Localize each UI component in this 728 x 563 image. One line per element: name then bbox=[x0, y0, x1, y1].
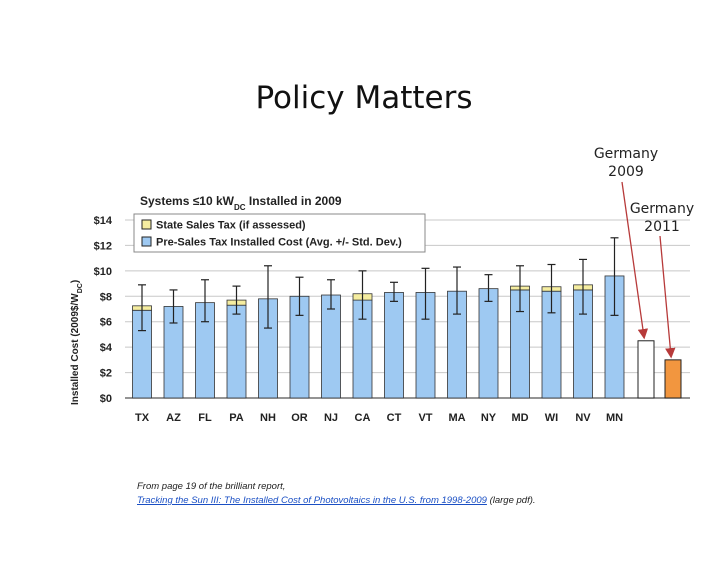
source-suffix: (large pdf). bbox=[486, 495, 536, 506]
legend-label-sales-tax: State Sales Tax (if assessed) bbox=[156, 220, 306, 232]
germany-2011-annotation: Germany 2011 bbox=[626, 200, 698, 236]
source-line: Tracking the Sun III: The Installed Cost… bbox=[137, 494, 536, 508]
chart-title-suffix: Installed in 2009 bbox=[246, 194, 342, 208]
arrow-germany-2009 bbox=[621, 181, 649, 340]
bar-germany-2009 bbox=[637, 340, 655, 399]
y-tick-labels: $0 $2 $4 $6 $8 $10 $12 $14 bbox=[94, 215, 113, 405]
y-tick-label: $10 bbox=[94, 266, 112, 278]
source-citation: From page 19 of the brilliant report, Tr… bbox=[137, 480, 536, 508]
x-tick-label: PA bbox=[229, 412, 244, 424]
x-tick-label: NY bbox=[481, 412, 497, 424]
x-tick-label: MD bbox=[511, 412, 528, 424]
x-tick-label: NV bbox=[575, 412, 591, 424]
arrow-germany-2011 bbox=[659, 235, 676, 359]
y-tick-label: $8 bbox=[100, 291, 112, 303]
legend-swatch-cost bbox=[141, 236, 152, 247]
y-tick-label: $12 bbox=[94, 240, 112, 252]
legend-swatch-tax bbox=[141, 219, 152, 230]
x-tick-label: NH bbox=[260, 412, 276, 424]
x-tick-label: CA bbox=[355, 412, 371, 424]
x-tick-label: MN bbox=[606, 412, 623, 424]
x-tick-label: WI bbox=[545, 412, 558, 424]
y-axis-label-suffix: ) bbox=[70, 280, 81, 283]
chart-title-subscript: DC bbox=[234, 203, 246, 212]
y-tick-label: $6 bbox=[100, 317, 112, 329]
germany-2009-annotation: Germany 2009 bbox=[590, 145, 662, 181]
source-prefix: From page 19 of the brilliant report, bbox=[137, 481, 286, 492]
bars-group bbox=[132, 237, 682, 399]
y-axis-label: Installed Cost (2009$/WDC) bbox=[70, 280, 84, 405]
y-tick-label: $2 bbox=[100, 368, 112, 380]
bar-installed-cost bbox=[321, 294, 341, 399]
x-tick-label: OR bbox=[291, 412, 308, 424]
legend: State Sales Tax (if assessed) Pre-Sales … bbox=[133, 213, 426, 253]
x-tick-label: AZ bbox=[166, 412, 181, 424]
bar-installed-cost bbox=[478, 288, 499, 399]
bar-installed-cost bbox=[226, 304, 247, 399]
x-tick-label: MA bbox=[448, 412, 465, 424]
germany-2009-line1: Germany bbox=[593, 146, 659, 162]
y-tick-label: $14 bbox=[94, 215, 113, 227]
germany-2011-line2: 2011 bbox=[644, 219, 680, 235]
x-tick-label: NJ bbox=[324, 412, 338, 424]
legend-box bbox=[133, 213, 426, 253]
bar-germany-2011 bbox=[664, 359, 682, 399]
x-tick-label: FL bbox=[198, 412, 212, 424]
x-tick-label: TX bbox=[135, 412, 150, 424]
annotation-arrows bbox=[621, 181, 676, 359]
germany-2011-line1: Germany bbox=[629, 201, 695, 217]
report-link[interactable]: Tracking the Sun III: The Installed Cost… bbox=[137, 495, 487, 506]
x-tick-label: CT bbox=[387, 412, 402, 424]
slide-title: Policy Matters bbox=[255, 80, 473, 116]
chart-title: Systems ≤10 kWDC Installed in 2009 bbox=[140, 194, 342, 212]
y-axis-label-subscript: DC bbox=[77, 283, 84, 293]
y-tick-label: $0 bbox=[100, 393, 112, 405]
bar-installed-cost bbox=[384, 292, 404, 399]
germany-2009-line2: 2009 bbox=[608, 164, 644, 180]
x-tick-labels: TX AZ FL PA NH OR NJ CA CT VT MA NY MD WI NV MN bbox=[135, 412, 623, 424]
x-tick-label: VT bbox=[418, 412, 432, 424]
y-tick-label: $4 bbox=[100, 342, 113, 354]
legend-label-installed-cost: Pre-Sales Tax Installed Cost (Avg. +/- S… bbox=[156, 237, 402, 249]
